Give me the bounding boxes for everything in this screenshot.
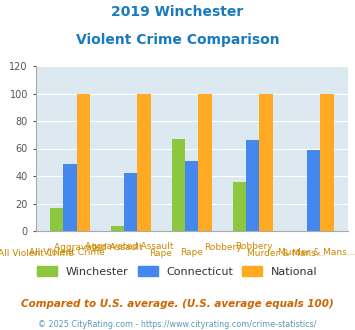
- Text: Robbery: Robbery: [235, 242, 273, 250]
- Text: Robbery: Robbery: [204, 243, 242, 251]
- Text: Murder & Mans...: Murder & Mans...: [247, 249, 324, 258]
- Bar: [307, 150, 320, 231]
- Bar: [320, 93, 334, 231]
- Text: Violent Crime Comparison: Violent Crime Comparison: [76, 33, 279, 47]
- Bar: [111, 225, 124, 231]
- Text: Aggravated Assault: Aggravated Assault: [54, 243, 142, 251]
- Bar: [260, 93, 273, 231]
- Bar: [50, 208, 63, 231]
- Text: Murder & Mans...: Murder & Mans...: [278, 248, 355, 257]
- Bar: [171, 139, 185, 231]
- Legend: Winchester, Connecticut, National: Winchester, Connecticut, National: [34, 262, 321, 280]
- Bar: [77, 93, 90, 231]
- Text: 2019 Winchester: 2019 Winchester: [111, 5, 244, 19]
- Text: Compared to U.S. average. (U.S. average equals 100): Compared to U.S. average. (U.S. average …: [21, 299, 334, 309]
- Bar: [137, 93, 151, 231]
- Bar: [246, 140, 260, 231]
- Text: All Violent Crime: All Violent Crime: [29, 248, 105, 257]
- Text: Aggravated Assault: Aggravated Assault: [85, 242, 174, 250]
- Bar: [198, 93, 212, 231]
- Bar: [63, 164, 77, 231]
- Text: All Violent Crime: All Violent Crime: [0, 249, 73, 258]
- Bar: [124, 173, 137, 231]
- Bar: [233, 182, 246, 231]
- Text: Rape: Rape: [180, 248, 203, 257]
- Text: © 2025 CityRating.com - https://www.cityrating.com/crime-statistics/: © 2025 CityRating.com - https://www.city…: [38, 320, 317, 329]
- Text: Rape: Rape: [149, 249, 172, 258]
- Bar: [185, 161, 198, 231]
